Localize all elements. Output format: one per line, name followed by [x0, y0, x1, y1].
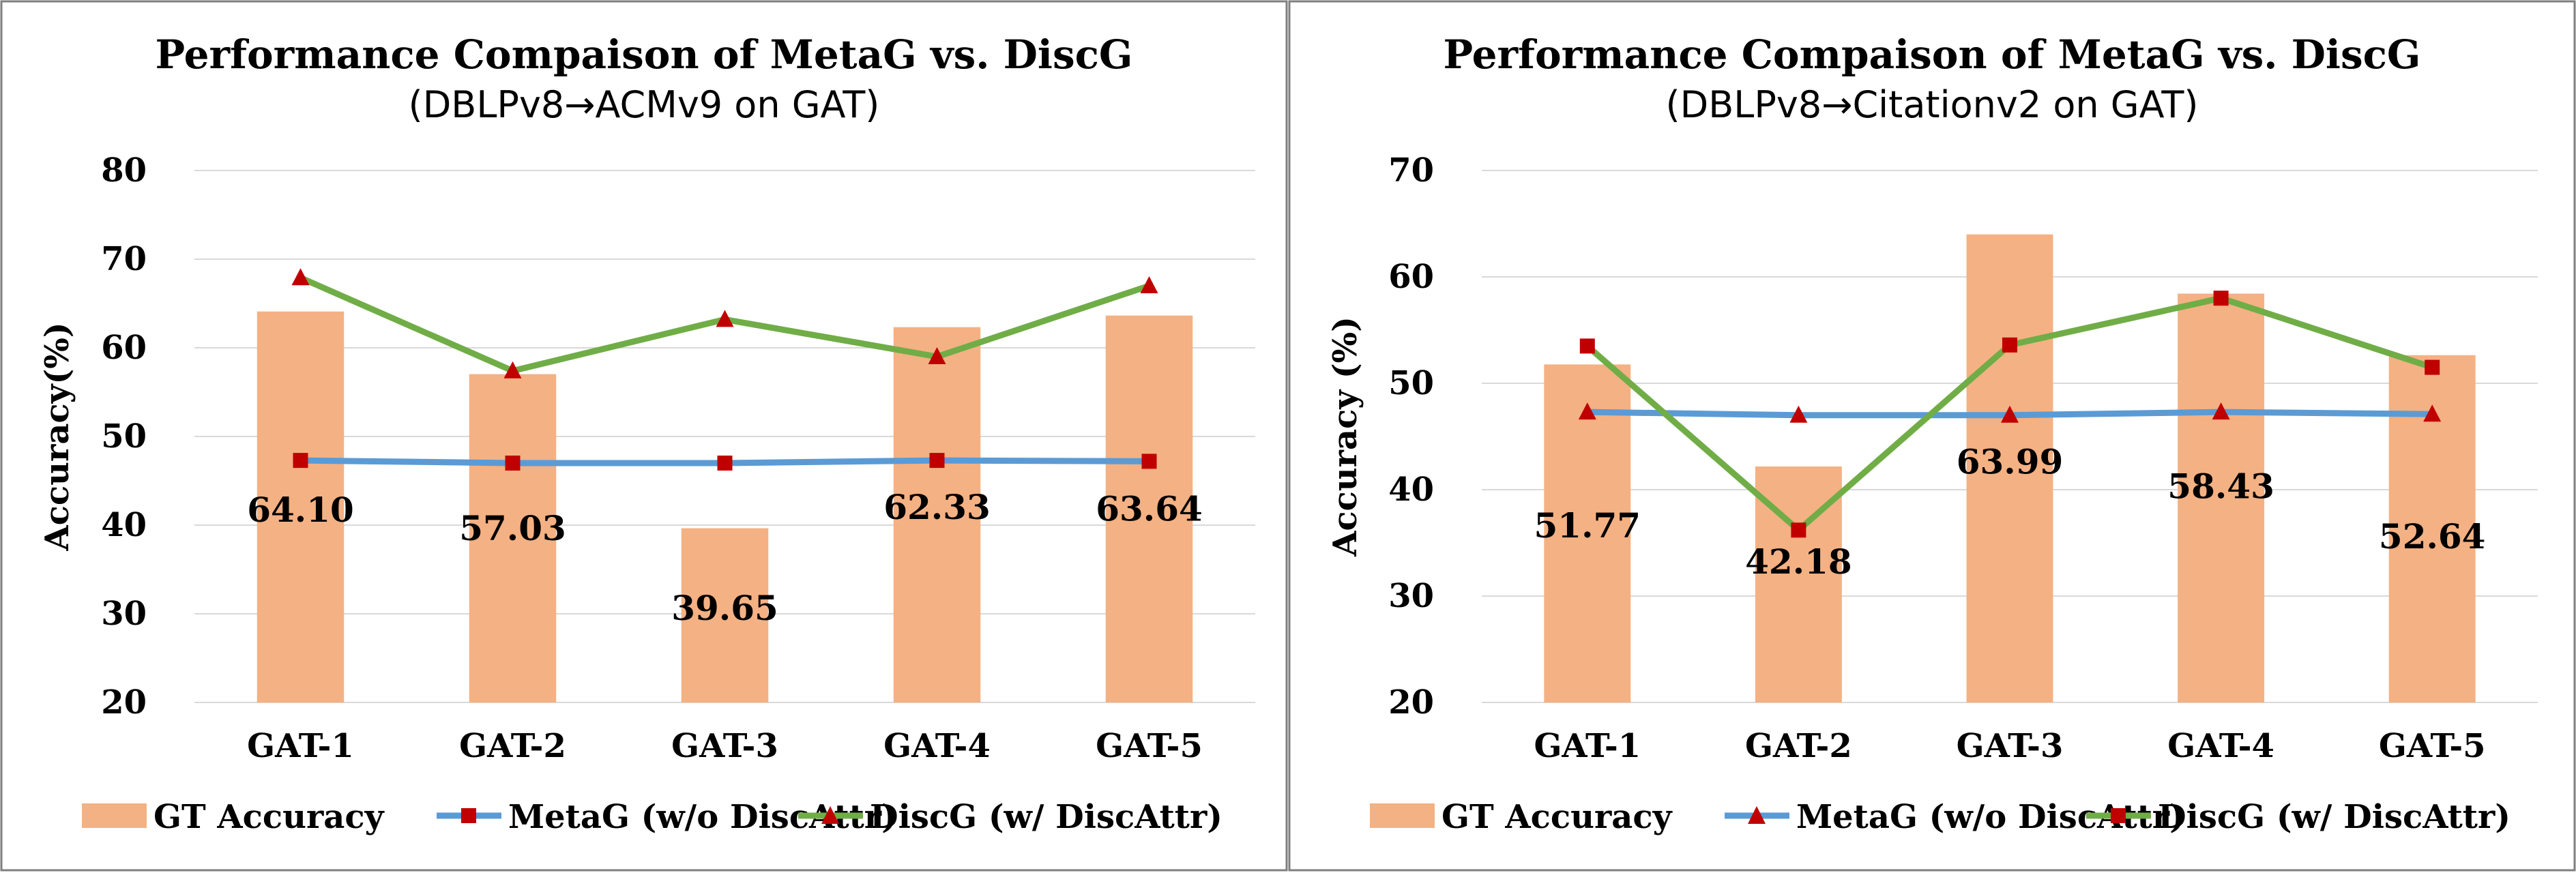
- legend-marker-triangle: [821, 806, 839, 824]
- legend: GT Accuracy MetaG (w/o DiscAttr)DiscG (w/…: [82, 798, 1223, 836]
- x-tick-label: GAT-1: [247, 727, 354, 765]
- marker-triangle: [1140, 276, 1158, 293]
- data-label: 39.65: [671, 588, 778, 628]
- chart-subtitle: (DBLPv8→Citationv2 on GAT): [1666, 83, 2199, 126]
- bar-gt-accuracy: [257, 311, 345, 702]
- legend-label-gt-accuracy: GT Accuracy: [153, 798, 385, 836]
- chart-title: Performance Compaison of MetaG vs. DiscG: [1444, 31, 2421, 78]
- data-label: 57.03: [459, 508, 566, 548]
- marker-square: [1791, 522, 1806, 538]
- x-tick-label: GAT-5: [2379, 727, 2486, 765]
- marker-square: [2002, 337, 2017, 353]
- x-tick-label: GAT-4: [883, 727, 991, 765]
- legend-marker-square: [2111, 808, 2126, 823]
- x-tick-label: GAT-2: [1745, 727, 1852, 765]
- marker-triangle: [928, 347, 946, 364]
- y-tick-label: 70: [1388, 151, 1434, 190]
- x-tick-label: GAT-3: [1957, 727, 2064, 765]
- bar-gt-accuracy: [2178, 293, 2265, 702]
- y-tick-label: 30: [1388, 577, 1434, 615]
- y-tick-label: 50: [1388, 364, 1434, 402]
- data-label: 42.18: [1745, 542, 1852, 582]
- marker-square: [1141, 454, 1157, 469]
- bar-gt-accuracy: [893, 327, 981, 703]
- x-tick-label: GAT-4: [2167, 727, 2274, 765]
- marker-square: [293, 453, 308, 469]
- marker-square: [929, 453, 945, 469]
- bar-gt-accuracy: [469, 374, 557, 702]
- data-label: 62.33: [883, 487, 991, 527]
- x-tick-label: GAT-2: [459, 727, 566, 765]
- marker-square: [505, 456, 521, 471]
- marker-triangle: [1578, 402, 1596, 420]
- marker-triangle: [716, 310, 734, 327]
- legend: GT Accuracy MetaG (w/o DiscAttr)DiscG (w/…: [1370, 798, 2511, 836]
- data-label: 64.10: [247, 490, 354, 530]
- y-tick-label: 60: [101, 329, 147, 367]
- legend-label-discg: DiscG (w/ DiscAttr): [2158, 798, 2511, 836]
- left-chart-panel: Performance Compaison of MetaG vs. DiscG…: [0, 0, 1288, 872]
- marker-square: [1579, 338, 1595, 354]
- marker-triangle: [1789, 405, 1808, 423]
- x-tick-label: GAT-1: [1534, 727, 1641, 765]
- chart-border: [1288, 0, 2576, 872]
- marker-triangle: [2212, 402, 2230, 420]
- marker-triangle: [2001, 405, 2019, 423]
- chart-title: Performance Compaison of MetaG vs. DiscG: [156, 31, 1133, 78]
- legend-marker-triangle: [1748, 806, 1766, 824]
- x-tick-label: GAT-3: [671, 727, 778, 765]
- marker-square: [717, 456, 733, 471]
- legend-marker-square: [461, 808, 476, 823]
- legend-swatch-gt-accuracy: [1370, 803, 1435, 828]
- right-chart-panel: Performance Compaison of MetaG vs. DiscG…: [1288, 0, 2576, 872]
- legend-swatch-gt-accuracy: [82, 803, 147, 828]
- y-tick-label: 70: [101, 240, 147, 278]
- data-label: 51.77: [1534, 505, 1641, 546]
- y-axis-label: Accuracy(%): [38, 322, 76, 551]
- y-axis-label: Accuracy (%): [1326, 316, 1364, 557]
- marker-triangle: [2423, 404, 2442, 422]
- bar-gt-accuracy: [681, 528, 769, 702]
- legend-label-discg: DiscG (w/ DiscAttr): [870, 798, 1223, 836]
- y-tick-label: 50: [101, 417, 147, 456]
- legend-label-gt-accuracy: GT Accuracy: [1441, 798, 1673, 836]
- marker-triangle: [503, 361, 522, 379]
- y-tick-label: 40: [101, 506, 147, 544]
- bar-gt-accuracy: [1105, 315, 1193, 702]
- data-label: 52.64: [2379, 516, 2486, 557]
- data-label: 63.99: [1957, 442, 2064, 482]
- x-tick-label: GAT-5: [1096, 727, 1203, 765]
- data-label: 58.43: [2167, 466, 2274, 506]
- marker-triangle: [291, 268, 310, 286]
- bar-gt-accuracy: [1966, 234, 2053, 703]
- y-tick-label: 20: [1388, 683, 1434, 722]
- y-tick-label: 40: [1388, 471, 1434, 509]
- y-tick-label: 60: [1388, 258, 1434, 296]
- marker-square: [2425, 359, 2440, 375]
- y-tick-label: 20: [101, 683, 147, 722]
- bar-gt-accuracy: [1544, 364, 1631, 702]
- y-tick-label: 80: [101, 151, 147, 190]
- y-tick-label: 30: [101, 595, 147, 633]
- marker-square: [2213, 291, 2229, 306]
- chart-border: [0, 0, 1288, 872]
- chart-subtitle: (DBLPv8→ACMv9 on GAT): [409, 83, 880, 126]
- data-label: 63.64: [1096, 489, 1203, 529]
